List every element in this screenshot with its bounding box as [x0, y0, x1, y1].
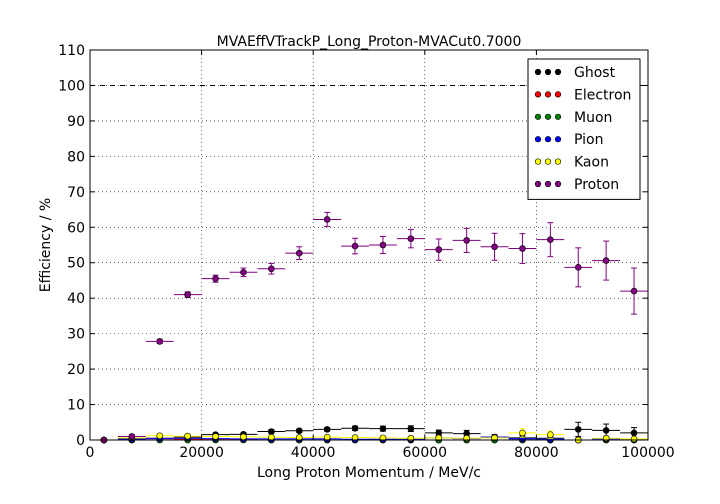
- data-point: [268, 265, 275, 273]
- y-tick-label: 110: [58, 43, 85, 59]
- y-axis-label: Efficiency / %: [38, 198, 54, 292]
- data-point: [407, 235, 415, 242]
- legend-label: Electron: [574, 87, 631, 103]
- chart-title: MVAEffVTrackP_Long_Proton-MVACut0.7000: [217, 34, 522, 50]
- data-point: [463, 237, 470, 244]
- legend-marker: [534, 180, 542, 188]
- legend-marker: [534, 91, 542, 98]
- legend-box: [527, 58, 641, 200]
- data-point: [351, 434, 359, 441]
- data-point: [128, 433, 136, 440]
- data-point: [630, 429, 638, 437]
- legend-marker: [554, 158, 562, 165]
- data-point: [323, 216, 331, 223]
- data-point: [156, 432, 164, 440]
- legend-marker: [544, 68, 552, 76]
- series-proton: [90, 211, 648, 444]
- legend-marker: [544, 136, 552, 143]
- x-tick-label: 60000: [403, 445, 448, 461]
- data-point: [547, 431, 554, 438]
- x-axis-label: Long Proton Momentum / MeV/c: [257, 465, 481, 481]
- legend-marker: [534, 158, 542, 165]
- data-point: [351, 424, 359, 432]
- y-tick-label: 0: [76, 433, 85, 449]
- data-point: [574, 264, 582, 271]
- legend-label: Muon: [574, 110, 612, 126]
- data-point: [156, 338, 164, 345]
- data-point: [295, 427, 303, 435]
- x-tick-label: 80000: [514, 445, 559, 461]
- data-point: [351, 242, 359, 250]
- data-point: [379, 434, 387, 442]
- x-tick-label: 20000: [179, 445, 224, 461]
- legend-marker: [554, 91, 562, 98]
- y-tick-label: 80: [67, 149, 85, 165]
- data-point: [519, 245, 526, 252]
- legend-marker: [554, 113, 562, 120]
- y-tick-label: 100: [58, 78, 85, 94]
- data-point: [268, 433, 275, 441]
- data-point: [519, 429, 526, 437]
- data-point: [379, 241, 387, 249]
- legend-marker: [554, 136, 562, 143]
- legend-label: Pion: [574, 132, 603, 148]
- data-point: [602, 427, 610, 434]
- y-tick-label: 20: [67, 362, 85, 378]
- legend-marker: [544, 180, 552, 188]
- x-tick-label: 40000: [291, 445, 336, 461]
- data-point: [240, 433, 247, 441]
- y-tick-label: 30: [67, 327, 85, 343]
- legend-label: Ghost: [574, 65, 616, 81]
- data-point: [379, 425, 387, 432]
- legend-marker: [544, 113, 552, 120]
- data-point: [212, 275, 219, 282]
- legend-marker: [544, 158, 552, 165]
- data-point: [602, 257, 610, 264]
- data-point: [491, 434, 498, 442]
- axis-ticks: 0 20000 40000 60000 80000 100000 0 10 20 30 40 50 60…: [58, 43, 674, 461]
- data-point: [630, 287, 638, 295]
- y-tick-label: 90: [67, 114, 85, 130]
- data-point: [212, 433, 219, 440]
- legend-marker: [534, 68, 542, 76]
- data-point: [184, 432, 191, 440]
- plot-frame: [89, 49, 649, 441]
- legend-label: Kaon: [574, 155, 609, 171]
- y-tick-label: 60: [67, 220, 85, 236]
- y-tick-label: 50: [67, 256, 85, 272]
- data-point: [574, 426, 582, 433]
- data-point: [240, 268, 247, 276]
- x-tick-label: 0: [86, 445, 95, 461]
- legend-marker: [554, 180, 562, 188]
- data-point: [323, 433, 331, 441]
- y-tick-label: 10: [67, 398, 85, 414]
- data-point: [407, 425, 415, 432]
- data-point: [435, 246, 443, 253]
- data-point: [295, 249, 303, 257]
- data-point: [184, 291, 191, 298]
- y-tick-label: 70: [67, 185, 85, 201]
- legend-marker: [554, 68, 562, 76]
- data-point: [547, 236, 554, 243]
- legend-marker: [534, 136, 542, 143]
- data-point: [435, 434, 443, 442]
- data-point: [630, 435, 638, 443]
- x-tick-label: 100000: [621, 445, 674, 461]
- legend-marker: [544, 91, 552, 98]
- y-tick-label: 40: [67, 291, 85, 307]
- legend: Ghost Electron Muon Pion Kaon Proton: [527, 58, 641, 200]
- data-point: [323, 426, 331, 433]
- legend-marker: [534, 113, 542, 120]
- data-point: [295, 434, 303, 441]
- data-point: [491, 243, 498, 251]
- legend-label: Proton: [574, 177, 619, 193]
- data-point: [268, 428, 275, 435]
